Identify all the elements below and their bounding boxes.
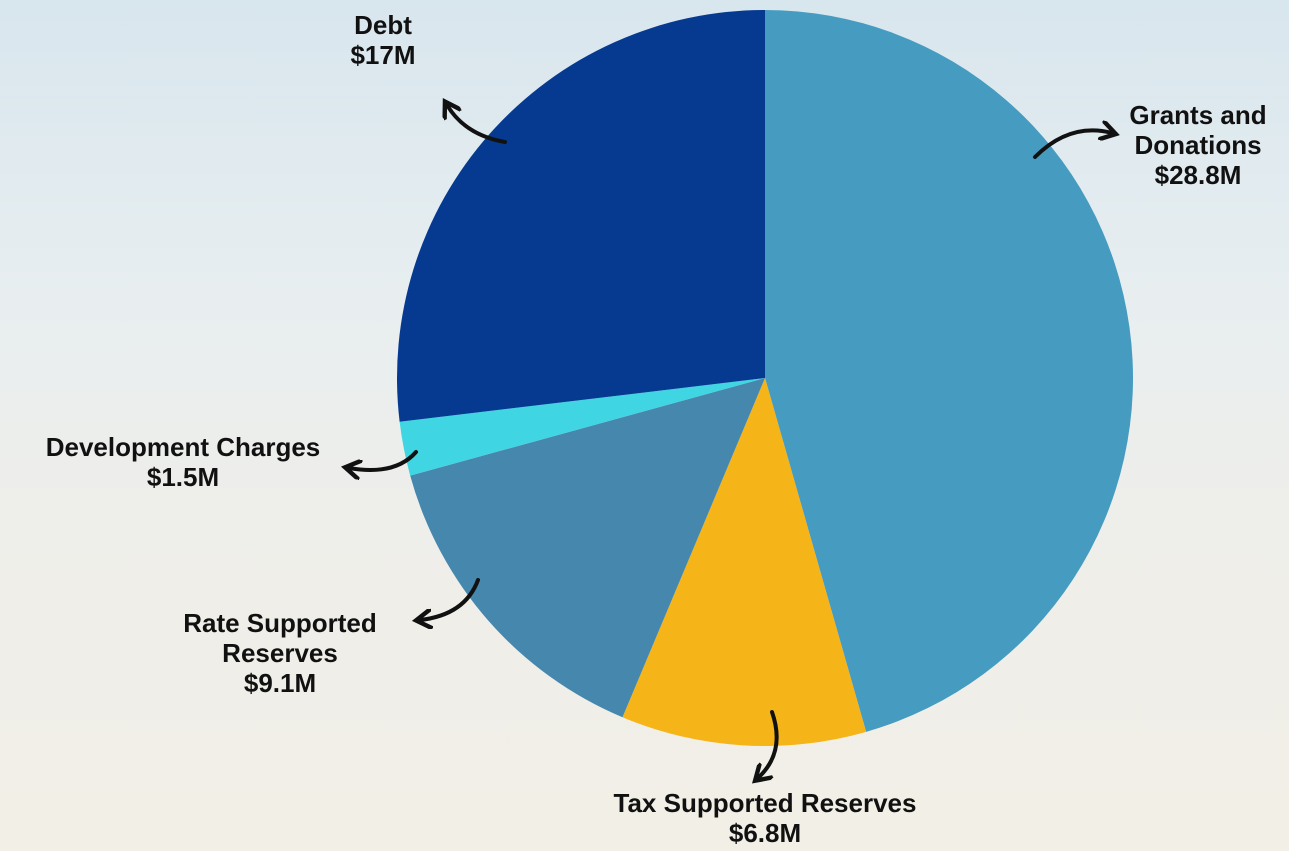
pie-slice <box>410 378 765 718</box>
category-name: Development Charges <box>45 432 321 462</box>
pie-slice <box>399 378 765 476</box>
category-name: Grants and Donations <box>1129 100 1267 160</box>
value-label: $6.8M <box>728 818 802 848</box>
value-label: $17M <box>350 40 416 70</box>
slice-label: Tax Supported Reserves $6.8M <box>555 788 975 848</box>
arrow <box>447 105 507 144</box>
slice-label: Grants and Donations $28.8M <box>1103 100 1289 190</box>
pie-slice <box>396 10 765 422</box>
value-label: $9.1M <box>243 668 317 698</box>
pie-slice <box>765 10 1133 732</box>
slice-label: Debt $17M <box>323 10 443 70</box>
slice-label: Rate Supported Reserves $9.1M <box>150 608 410 698</box>
category-name: Debt <box>354 10 412 40</box>
pie-slice <box>622 378 867 746</box>
value-label: $28.8M <box>1154 160 1242 190</box>
category-name: Rate Supported Reserves <box>183 608 377 668</box>
arrow <box>420 578 480 620</box>
arrow <box>349 450 418 470</box>
category-name: Tax Supported Reserves <box>613 788 917 818</box>
slice-label: Development Charges $1.5M <box>3 432 363 492</box>
value-label: $1.5M <box>146 462 220 492</box>
arrow <box>758 710 779 778</box>
arrow <box>1033 130 1112 159</box>
